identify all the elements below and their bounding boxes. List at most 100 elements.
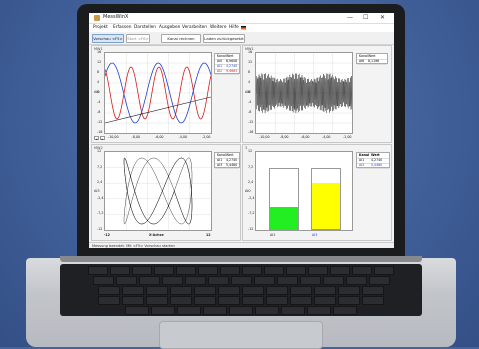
legend-value: 4,2740 <box>371 158 383 162</box>
plot-area[interactable] <box>255 151 353 231</box>
nav-right-button[interactable]: ▸ <box>100 136 105 141</box>
y-tick-label: 2,4 <box>248 180 254 185</box>
keyboard-key <box>170 296 192 305</box>
legend-header-channel: Kanal <box>359 153 370 157</box>
y-tick-label: -12 <box>97 120 103 124</box>
minimize-button[interactable]: — <box>347 14 353 21</box>
menu-verarbeiten[interactable]: Verarbeiten <box>182 25 208 30</box>
legend-channel: AI0 <box>217 59 223 63</box>
x-tick-label: -2,00 <box>202 135 211 139</box>
keyboard-key <box>242 266 262 275</box>
legend-value: 4,2740 <box>226 158 238 162</box>
plot-area[interactable] <box>104 151 212 231</box>
compute-channel-button[interactable]: Kanal rechnen <box>161 34 201 43</box>
keyboard-key <box>177 306 201 315</box>
x-tick-label: -6,00 <box>301 135 310 139</box>
german-flag-icon[interactable] <box>241 26 246 30</box>
keyboard-key <box>276 276 298 285</box>
keyboard-key <box>98 286 120 295</box>
keyboard-key <box>161 276 183 285</box>
x-min-label: -12 <box>104 233 110 237</box>
plot-area[interactable] <box>104 52 212 134</box>
y-tick-label: 12 <box>248 60 253 64</box>
keyboard-key <box>176 266 196 275</box>
legend-row: AI1 4,2740 <box>215 158 239 164</box>
y-tick-label: 8 <box>97 70 100 74</box>
bar-label-ai1: AI1 <box>270 233 276 237</box>
y-tick-label: -4 <box>97 100 101 104</box>
keyboard-key <box>146 286 168 295</box>
bar-ai3-fill <box>312 182 340 229</box>
y-tick-label: 0 <box>248 90 251 94</box>
keyboard-key <box>122 286 144 295</box>
menu-weitere[interactable]: Weitere <box>210 25 227 30</box>
plot-area[interactable] <box>255 52 353 134</box>
bar-ai1-fill <box>270 207 298 229</box>
trackpad[interactable] <box>159 321 323 349</box>
keyboard-key <box>352 266 372 275</box>
panel-label: 3 <box>245 146 248 150</box>
legend-value: 4,2740 <box>226 64 238 68</box>
keyboard-key <box>207 276 229 285</box>
keyboard-key <box>255 306 279 315</box>
legend-header-channel: Kanal <box>217 153 226 157</box>
menu-ausgeben[interactable]: Ausgeben <box>159 25 181 30</box>
preview-button[interactable]: Vorschau <F5> <box>92 34 124 43</box>
keyboard-key <box>266 296 288 305</box>
panel-label: MW2 <box>94 146 103 150</box>
menu-projekt[interactable]: Projekt <box>93 25 108 30</box>
keyboard-key <box>322 276 344 285</box>
legend-channel: AI1 <box>217 64 223 68</box>
legend-row: AI2 9,4663 <box>215 69 239 75</box>
keyboard-key <box>314 286 336 295</box>
legend-table: Kanal Wert AI1 4,2740 AI3 5,4460 <box>214 152 240 169</box>
bar-ai3-track <box>311 168 341 230</box>
y-tick-label: -16 <box>97 130 103 134</box>
keyboard-key <box>308 266 328 275</box>
keyboard-key <box>220 266 240 275</box>
legend-channel: AI2 <box>217 69 223 73</box>
menu-darstellen[interactable]: Darstellen <box>134 25 157 30</box>
y-tick-label: 16 <box>248 50 253 54</box>
keyboard-key <box>122 296 144 305</box>
keyboard-key <box>132 266 152 275</box>
reset-load-button[interactable]: Laden zurückgesetzt <box>203 34 245 43</box>
keyboard-key <box>338 286 360 295</box>
keyboard-key <box>194 286 216 295</box>
legend-header-channel: Kanal <box>217 54 226 58</box>
keyboard-key <box>362 286 384 295</box>
y-tick-label: 4 <box>97 80 100 84</box>
y-tick-label: 0 <box>97 90 100 94</box>
y-tick-label: -12 <box>248 227 254 231</box>
legend-value: 5,4460 <box>226 163 238 167</box>
keyboard-key <box>198 266 218 275</box>
laptop-hinge <box>60 256 422 262</box>
bar-ai1-track <box>269 168 299 230</box>
panel-line-chart: MW1 AI0 16 12 8 4 0 -4 -8 -12 -16 -10,00 -8,00 -6,… <box>91 45 241 143</box>
keyboard-key <box>92 276 114 285</box>
y-tick-label: 8 <box>248 70 251 74</box>
legend-value: 8,9608 <box>226 59 238 63</box>
legend-channel: AI3 <box>359 163 365 167</box>
keyboard-key <box>307 306 331 315</box>
legend-channel: AI6 <box>359 59 365 63</box>
menu-hilfe[interactable]: Hilfe <box>229 25 239 30</box>
keyboard-key <box>230 276 252 285</box>
legend-table: Kanal Wert AI0 8,9608 AI1 4,2740 AI2 9,4… <box>214 53 240 75</box>
keyboard-key <box>374 266 394 275</box>
start-button[interactable]: Start <F6> <box>126 34 150 43</box>
signal-ai6-line <box>256 73 352 114</box>
panel-signal-chart: MW1 AI6 16 12 8 4 0 -4 -8 -12 -16 -10,00 -8,00 -6,… <box>242 45 392 143</box>
x-tick-label: -10,00 <box>259 135 270 139</box>
keyboard-key <box>229 306 253 315</box>
menu-erfassen[interactable]: Erfassen <box>113 25 132 30</box>
keyboard-key <box>368 276 390 285</box>
y-tick-label: -8 <box>248 110 252 114</box>
legend-value: 5,4460 <box>371 163 383 167</box>
maximize-button[interactable]: ☐ <box>363 14 369 21</box>
menu-bar: Projekt Erfassen Darstellen Ausgeben Ver… <box>89 24 394 32</box>
line-chart <box>105 53 211 133</box>
nav-left-button[interactable]: ◂ <box>94 136 99 141</box>
close-button[interactable]: ✕ <box>380 14 386 21</box>
keyboard-key <box>203 306 227 315</box>
